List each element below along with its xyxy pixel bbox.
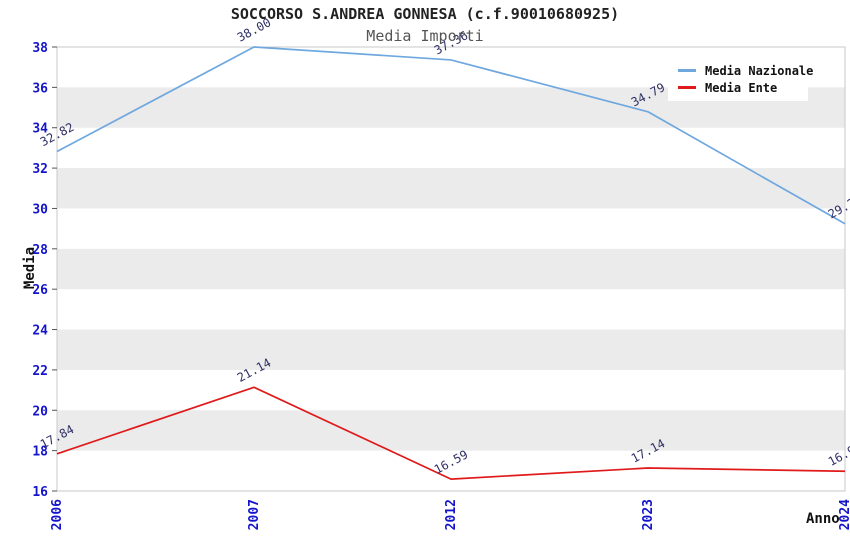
- y-axis-label: Media: [22, 246, 38, 290]
- grid-band: [57, 329, 845, 370]
- chart-subtitle: Media Importi: [366, 27, 484, 45]
- legend-item-media-ente: Media Ente: [678, 79, 808, 96]
- chart-title: SOCCORSO S.ANDREA GONNESA (c.f.900106809…: [230, 5, 620, 23]
- legend-label: Media Nazionale: [705, 63, 814, 78]
- y-tick-label: 22: [32, 364, 48, 379]
- plot-border: [56, 46, 846, 492]
- y-tick-label: 30: [32, 202, 48, 217]
- y-tick-label: 16: [32, 485, 48, 500]
- x-tick-label: 2024: [838, 499, 850, 530]
- y-tick-label: 24: [32, 324, 48, 339]
- legend-item-media-nazionale: Media Nazionale: [678, 62, 813, 79]
- y-tick-label: 18: [32, 445, 48, 460]
- grid-band: [57, 410, 845, 451]
- y-tick-label: 26: [32, 283, 48, 298]
- grid-band: [57, 168, 845, 209]
- grid-band: [57, 248, 845, 290]
- legend-swatch-icon: [678, 86, 696, 89]
- x-tick-label: 2006: [50, 499, 65, 530]
- legend-label: Media Ente: [705, 80, 778, 95]
- y-tick-label: 34: [32, 122, 48, 137]
- series-line-media-nazionale: [56, 46, 846, 225]
- data-label-media-ente: 16.59: [432, 447, 470, 476]
- y-tick-label: 38: [32, 41, 48, 56]
- x-tick-label: 2023: [641, 499, 656, 530]
- x-axis-label: Anno: [806, 511, 840, 527]
- legend: Media Nazionale Media Ente: [668, 57, 813, 101]
- x-tick-label: 2007: [247, 499, 262, 530]
- y-tick-label: 32: [32, 162, 48, 177]
- y-tick-label: 20: [32, 404, 48, 419]
- x-tick-label: 2012: [444, 499, 459, 530]
- series-line-media-ente: [56, 386, 846, 480]
- legend-swatch-icon: [678, 69, 696, 72]
- y-tick-label: 28: [32, 243, 48, 258]
- y-tick-label: 36: [32, 81, 48, 96]
